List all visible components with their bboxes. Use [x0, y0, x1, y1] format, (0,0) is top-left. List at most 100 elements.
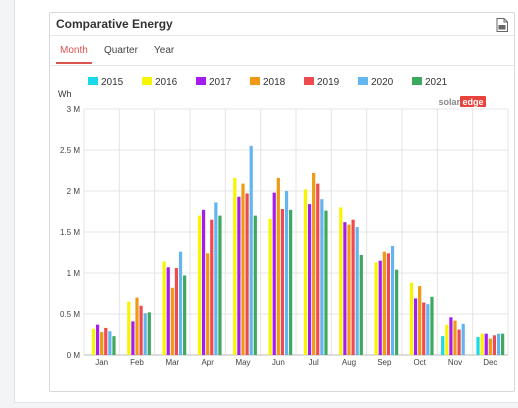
bar-sep-2018[interactable] [382, 251, 386, 355]
bar-apr-2017[interactable] [201, 209, 206, 355]
bar-dec-2021[interactable] [501, 333, 505, 355]
bar-nov-2019[interactable] [457, 329, 461, 355]
legend-label-2015[interactable]: 2015 [101, 77, 124, 88]
bar-jan-2021[interactable] [112, 336, 116, 355]
bar-dec-2018[interactable] [488, 338, 492, 355]
bar-jun-2019[interactable] [280, 209, 285, 355]
legend-label-2019[interactable]: 2019 [317, 77, 340, 88]
bar-feb-2020[interactable] [143, 313, 147, 355]
bar-aug-2019[interactable] [351, 219, 355, 355]
bar-aug-2018[interactable] [347, 224, 351, 355]
bar-jun-2020[interactable] [284, 191, 289, 355]
bar-feb-2017[interactable] [131, 321, 135, 355]
bar-may-2017[interactable] [237, 196, 241, 355]
legend-label-2017[interactable]: 2017 [209, 77, 232, 88]
tab-month[interactable]: Month [56, 45, 92, 64]
y-tick-label: 1.5 M [60, 228, 80, 237]
bar-dec-2017[interactable] [484, 333, 488, 355]
legend-swatch-2015[interactable] [88, 77, 98, 85]
legend-swatch-2018[interactable] [250, 77, 260, 85]
legend-swatch-2017[interactable] [196, 77, 206, 85]
solaredge-logo-badge [460, 96, 486, 107]
bar-jul-2019[interactable] [316, 183, 320, 355]
bar-sep-2021[interactable] [395, 269, 399, 355]
y-tick-label: 0.5 M [60, 310, 80, 319]
y-tick-label: 1 M [67, 269, 81, 278]
bar-oct-2017[interactable] [413, 298, 418, 355]
bar-aug-2016[interactable] [339, 207, 343, 355]
bar-feb-2019[interactable] [139, 305, 143, 355]
bar-may-2018[interactable] [241, 183, 245, 355]
bar-dec-2015[interactable] [476, 336, 480, 355]
bar-sep-2019[interactable] [386, 253, 391, 355]
legend-label-2016[interactable]: 2016 [155, 77, 178, 88]
energy-chart: 2015 2016 2017 2018 2019 2020 2021 Wh solar edge 0… [58, 77, 509, 367]
legend-swatch-2020[interactable] [358, 77, 368, 85]
bar-jan-2018[interactable] [100, 332, 104, 355]
page-background: Comparative Energy Month Quarter Year 20… [14, 0, 518, 403]
bar-mar-2017[interactable] [166, 267, 170, 355]
bar-nov-2015[interactable] [441, 336, 445, 355]
bar-may-2021[interactable] [253, 215, 257, 355]
bar-feb-2018[interactable] [135, 297, 139, 355]
export-icon[interactable] [496, 18, 508, 32]
legend-swatch-2016[interactable] [142, 77, 152, 85]
bar-jun-2018[interactable] [276, 177, 280, 355]
x-tick-label-jul: Jul [309, 358, 319, 367]
tab-year[interactable]: Year [154, 45, 175, 56]
bar-dec-2019[interactable] [492, 335, 497, 355]
bar-apr-2020[interactable] [214, 202, 218, 355]
bar-sep-2016[interactable] [374, 262, 378, 355]
bar-jan-2019[interactable] [104, 327, 108, 355]
bar-jan-2016[interactable] [91, 328, 96, 355]
bar-aug-2020[interactable] [355, 227, 359, 355]
bar-mar-2016[interactable] [162, 261, 166, 355]
legend-label-2021[interactable]: 2021 [425, 77, 448, 88]
bar-may-2020[interactable] [249, 145, 253, 355]
legend-label-2020[interactable]: 2020 [371, 77, 394, 88]
bar-jul-2021[interactable] [324, 210, 328, 355]
bar-apr-2019[interactable] [210, 219, 214, 355]
bar-jul-2016[interactable] [303, 189, 308, 355]
bar-nov-2017[interactable] [449, 317, 453, 355]
tab-quarter[interactable]: Quarter [104, 45, 138, 56]
bar-oct-2018[interactable] [418, 286, 422, 355]
bar-mar-2019[interactable] [174, 268, 179, 355]
bar-jan-2017[interactable] [95, 324, 100, 355]
bar-feb-2021[interactable] [147, 312, 151, 355]
bar-sep-2020[interactable] [390, 245, 395, 355]
bar-oct-2019[interactable] [422, 302, 426, 355]
bar-jun-2017[interactable] [272, 192, 276, 355]
legend-label-2018[interactable]: 2018 [263, 77, 286, 88]
bar-nov-2020[interactable] [461, 323, 465, 355]
x-tick-label-jan: Jan [95, 358, 108, 367]
solaredge-logo-edge: edge [462, 97, 483, 107]
legend-swatch-2019[interactable] [304, 77, 314, 85]
bar-apr-2016[interactable] [197, 215, 202, 355]
bar-feb-2016[interactable] [127, 301, 131, 355]
bar-oct-2021[interactable] [430, 296, 434, 355]
bar-may-2019[interactable] [245, 193, 249, 355]
bar-aug-2017[interactable] [343, 222, 347, 355]
bar-jul-2017[interactable] [307, 204, 312, 355]
bar-jun-2021[interactable] [289, 209, 293, 355]
bar-mar-2018[interactable] [170, 287, 174, 355]
bar-oct-2020[interactable] [426, 304, 430, 355]
bar-aug-2021[interactable] [359, 254, 363, 355]
bar-dec-2016[interactable] [480, 333, 484, 355]
bar-oct-2016[interactable] [409, 282, 414, 355]
bar-apr-2021[interactable] [218, 215, 222, 355]
bar-apr-2018[interactable] [206, 253, 210, 355]
bar-sep-2017[interactable] [378, 260, 382, 355]
bar-dec-2020[interactable] [496, 333, 501, 355]
bar-mar-2020[interactable] [178, 251, 183, 355]
bar-jun-2016[interactable] [268, 218, 272, 355]
legend-swatch-2021[interactable] [412, 77, 422, 85]
bar-jul-2018[interactable] [312, 172, 316, 355]
bar-may-2016[interactable] [233, 177, 237, 355]
bar-jul-2020[interactable] [320, 199, 324, 355]
bar-nov-2018[interactable] [453, 320, 457, 355]
bar-mar-2021[interactable] [183, 275, 187, 355]
bar-jan-2020[interactable] [108, 331, 112, 355]
bar-nov-2016[interactable] [445, 324, 449, 355]
